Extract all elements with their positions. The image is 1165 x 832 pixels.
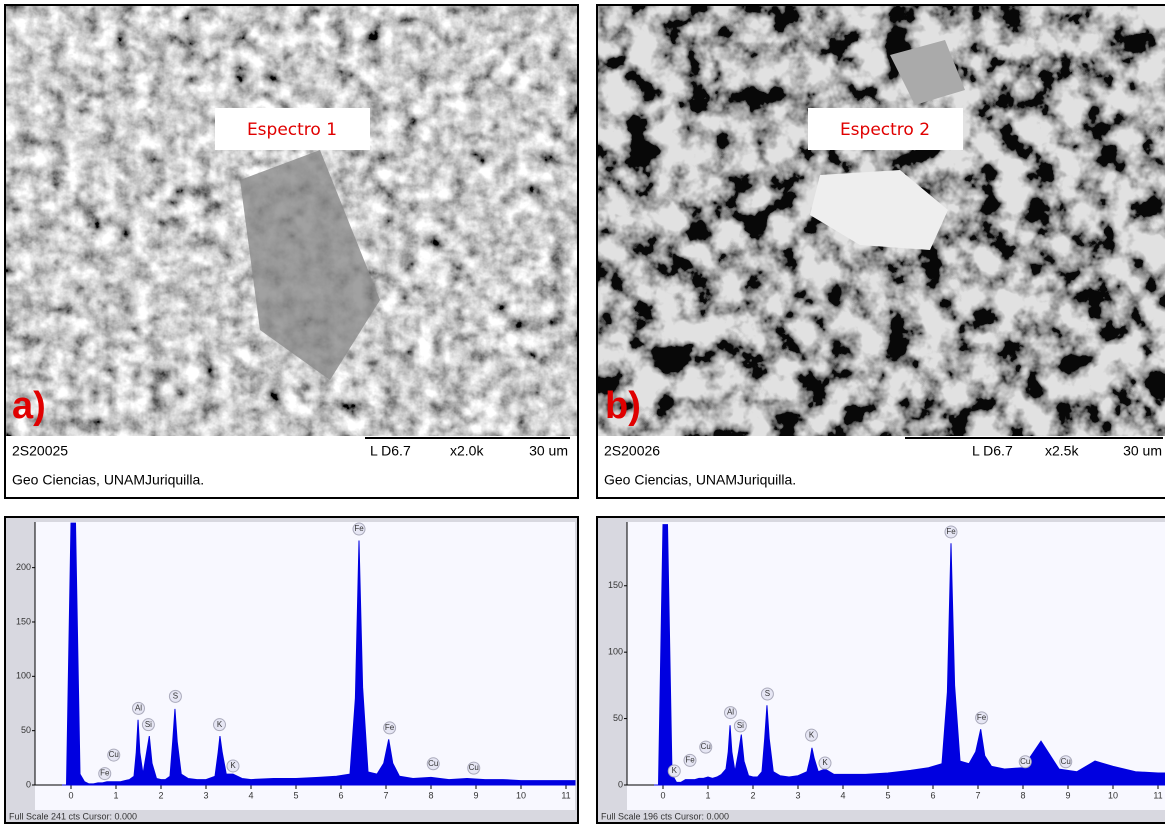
scale-text: 30 um [1123, 443, 1162, 459]
peak-label: S [765, 689, 770, 698]
x-tick-label: 10 [516, 790, 526, 800]
plot-area [35, 522, 575, 810]
panel-letter: a) [12, 385, 46, 427]
y-tick-label: 200 [16, 562, 31, 572]
peak-label: K [217, 720, 223, 729]
caption: Geo Ciencias, UNAMJuriquilla. [604, 472, 796, 488]
peak-label: Si [737, 721, 744, 730]
detector: L D6.7 [972, 443, 1013, 459]
x-tick-label: 5 [885, 790, 890, 800]
x-tick-label: 10 [1108, 790, 1118, 800]
y-tick-label: 150 [608, 580, 623, 590]
x-tick-label: 11 [561, 790, 570, 800]
sem-panel: Espectro 1 a) 2S20025 L D6.7 x2.0k 30 um… [5, 5, 578, 498]
peak-label: Fe [946, 527, 956, 536]
x-tick-label: 6 [338, 790, 343, 800]
peak-label: Si [145, 720, 152, 729]
chart-footer: Full Scale 196 cts Cursor: 0.000 [601, 811, 729, 821]
y-tick-label: 100 [16, 671, 31, 681]
y-tick-label: 150 [16, 616, 31, 626]
sample-id: 2S20025 [12, 443, 68, 459]
peak-label: Cu [1020, 757, 1030, 766]
x-tick-label: 1 [705, 790, 710, 800]
peak-label: Fe [385, 723, 395, 732]
x-tick-label: 4 [840, 790, 845, 800]
detector: L D6.7 [370, 443, 411, 459]
peak-label: Cu [428, 759, 438, 768]
y-tick-label: 50 [21, 725, 31, 735]
chart-footer: Full Scale 241 cts Cursor: 0.000 [9, 811, 137, 821]
page: {"panels": [ {"label": "a)", "spectrum":… [0, 0, 1165, 827]
caption: Geo Ciencias, UNAMJuriquilla. [12, 472, 204, 488]
peak-label: K [672, 766, 678, 775]
x-tick-label: 0 [68, 790, 73, 800]
x-tick-label: 9 [1065, 790, 1070, 800]
magnification: x2.0k [450, 443, 484, 459]
x-tick-label: 8 [428, 790, 433, 800]
x-tick-label: 3 [795, 790, 800, 800]
peak-label: K [230, 761, 236, 770]
x-tick-label: 0 [660, 790, 665, 800]
peak-label: Fe [685, 756, 695, 765]
peak-label: Cu [701, 742, 711, 751]
x-tick-label: 7 [975, 790, 980, 800]
spectrum-label: Espectro 1 [247, 120, 337, 140]
peak-label: Cu [1061, 757, 1071, 766]
x-tick-label: 9 [473, 790, 478, 800]
sem-panel: Espectro 2 b) 2S20026 L D6.7 x2.5k 30 um… [597, 5, 1165, 498]
x-tick-label: 5 [293, 790, 298, 800]
peak-label: Cu [469, 763, 479, 772]
peak-label: Fe [977, 713, 987, 722]
peak-label: S [173, 692, 178, 701]
peak-label: Fe [100, 769, 110, 778]
x-tick-label: 11 [1153, 790, 1162, 800]
x-tick-label: 1 [113, 790, 118, 800]
x-tick-label: 2 [158, 790, 163, 800]
peak-label: Al [727, 708, 734, 717]
x-tick-label: 6 [930, 790, 935, 800]
x-tick-label: 7 [383, 790, 388, 800]
peak-label: Al [135, 703, 142, 712]
x-tick-label: 3 [203, 790, 208, 800]
y-tick-label: 0 [618, 779, 623, 789]
y-tick-label: 50 [613, 713, 623, 723]
peak-label: Cu [109, 750, 119, 759]
x-tick-label: 8 [1020, 790, 1025, 800]
peak-label: Fe [354, 524, 364, 533]
y-tick-label: 100 [608, 647, 623, 657]
panel-letter: b) [605, 385, 641, 427]
x-tick-label: 2 [750, 790, 755, 800]
y-tick-label: 0 [26, 779, 31, 789]
x-tick-label: 4 [248, 790, 253, 800]
peak-label: K [822, 758, 828, 767]
spectrum-label: Espectro 2 [840, 120, 930, 140]
peak-label: K [809, 730, 815, 739]
sample-id: 2S20026 [604, 443, 660, 459]
magnification: x2.5k [1045, 443, 1079, 459]
plot-area [627, 522, 1165, 810]
figure: Espectro 1 a) 2S20025 L D6.7 x2.0k 30 um… [0, 0, 1165, 827]
scale-text: 30 um [529, 443, 568, 459]
